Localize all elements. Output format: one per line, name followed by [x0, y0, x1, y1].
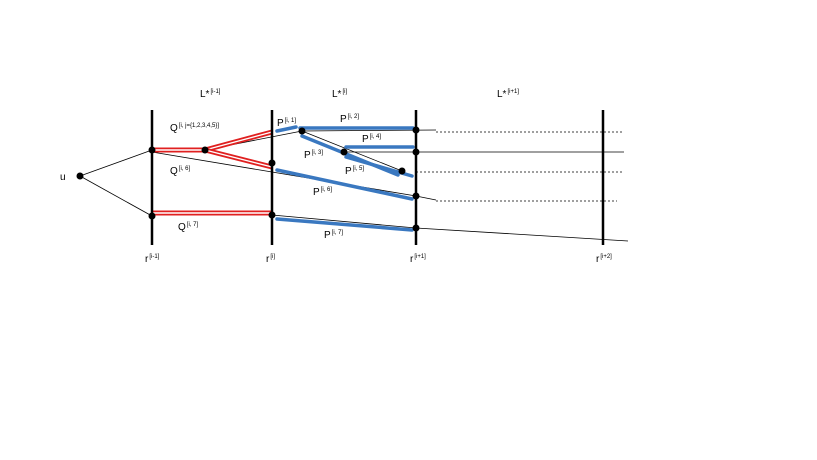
p-label: P[i, 4]: [362, 134, 381, 145]
p-label-base: P: [313, 187, 320, 198]
layer-label-base: L*: [497, 89, 507, 100]
layer-label-base: L*: [200, 89, 210, 100]
r-label: r[i]: [266, 254, 275, 265]
p-paths: [275, 125, 415, 232]
r-label-base: r: [266, 254, 270, 265]
q-label-sup: [i, 7]: [187, 222, 199, 228]
q-label-base: Q: [170, 166, 178, 177]
p-label: P[i, 3]: [304, 150, 323, 161]
p-label-sup: [i, 2]: [348, 114, 360, 120]
r-label-sup: [i-1]: [149, 254, 159, 260]
p-label-sup: [i, 6]: [321, 187, 333, 193]
p-label-sup: [i, 1]: [285, 118, 297, 124]
r-label-sup: [i+2]: [600, 254, 612, 260]
p-label-sup: [i, 3]: [312, 150, 324, 156]
p-label-sup: [i, 4]: [370, 134, 382, 140]
layer-label-base: L*: [332, 89, 342, 100]
source-label: u: [60, 172, 66, 183]
r-label-sup: [i+1]: [414, 254, 426, 260]
nodes: [76, 126, 420, 232]
q-label: Q[i, j={1,2,3,4,5}]: [170, 123, 219, 134]
labels: L*[i-1] L*[i] L*[i+1]r[i-1] r[i] r[i+1] r[i+2…: [60, 89, 612, 265]
layer-label: L*[i+1]: [497, 89, 519, 100]
p-label-sup: [i, 5]: [353, 166, 365, 172]
r-label-sup: [i]: [270, 254, 275, 260]
p-label: P[i, 6]: [313, 187, 332, 198]
p-label-base: P: [345, 166, 352, 177]
r-label: r[i+1]: [410, 254, 426, 265]
layer-label-sup: [i]: [342, 89, 347, 95]
q-label: Q[i, 7]: [178, 222, 198, 233]
layer-label: L*[i]: [332, 89, 347, 100]
r-label-base: r: [145, 254, 149, 265]
p-label-base: P: [324, 230, 331, 241]
p-label-base: P: [277, 118, 284, 129]
r-label-base: r: [410, 254, 414, 265]
q-label-sup: [i, 6]: [179, 166, 191, 172]
p-label-sup: [i, 7]: [332, 230, 344, 236]
q-label-sup: [i, j={1,2,3,4,5}]: [179, 123, 220, 129]
r-label: r[i-1]: [145, 254, 160, 265]
layer-label-sup: [i+1]: [507, 89, 519, 95]
q-label: Q[i, 6]: [170, 166, 190, 177]
q-label-base: Q: [170, 123, 178, 134]
layer-label: L*[i-1]: [200, 89, 221, 100]
layer-label-sup: [i-1]: [210, 89, 220, 95]
p-label: P[i, 1]: [277, 118, 296, 129]
p-label-base: P: [304, 150, 311, 161]
p-label-base: P: [340, 114, 347, 125]
p-label: P[i, 7]: [324, 230, 343, 241]
p-label: P[i, 2]: [340, 114, 359, 125]
r-label: r[i+2]: [596, 254, 612, 265]
r-label-base: r: [596, 254, 600, 265]
thin-edges: [79, 129, 629, 242]
p-label: P[i, 5]: [345, 166, 364, 177]
q-label-base: Q: [178, 222, 186, 233]
p-label-base: P: [362, 134, 369, 145]
